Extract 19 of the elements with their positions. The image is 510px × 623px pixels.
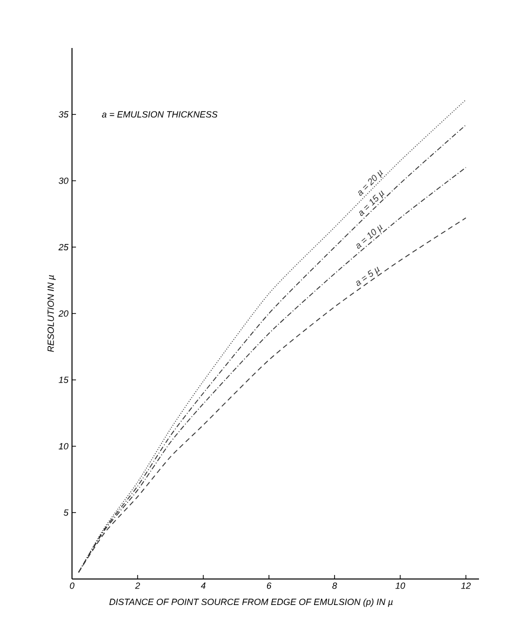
y-tick-label: 35	[58, 111, 69, 118]
y-axis-title: RESOLUTION IN µ	[48, 275, 56, 352]
text: a = EMULSION THICKNESS	[102, 111, 218, 118]
text: a = 5 µ	[356, 266, 380, 286]
x-tick-label: 6	[266, 582, 272, 589]
x-tick-label: 8	[332, 582, 338, 589]
y-tick-label: 25	[58, 244, 69, 250]
text: a = 10 µ	[356, 224, 383, 249]
y-tick-label: 15	[58, 376, 69, 384]
y-tick-label: 20	[58, 310, 68, 317]
x-tick-label: 2	[135, 582, 140, 589]
x-tick-label: 4	[200, 582, 206, 589]
y-tick-label: 10	[58, 443, 68, 450]
y-tick-label: 30	[58, 178, 68, 184]
x-tick-label: 12	[461, 582, 471, 589]
x-tick-label: 10	[395, 582, 406, 589]
y-tick-label: 5	[64, 509, 69, 516]
x-axis-title: DISTANCE OF POINT SOURCE FROM EDGE OF EMULSION (p) IN µ	[109, 598, 393, 607]
x-tick-label: 0	[70, 582, 74, 589]
